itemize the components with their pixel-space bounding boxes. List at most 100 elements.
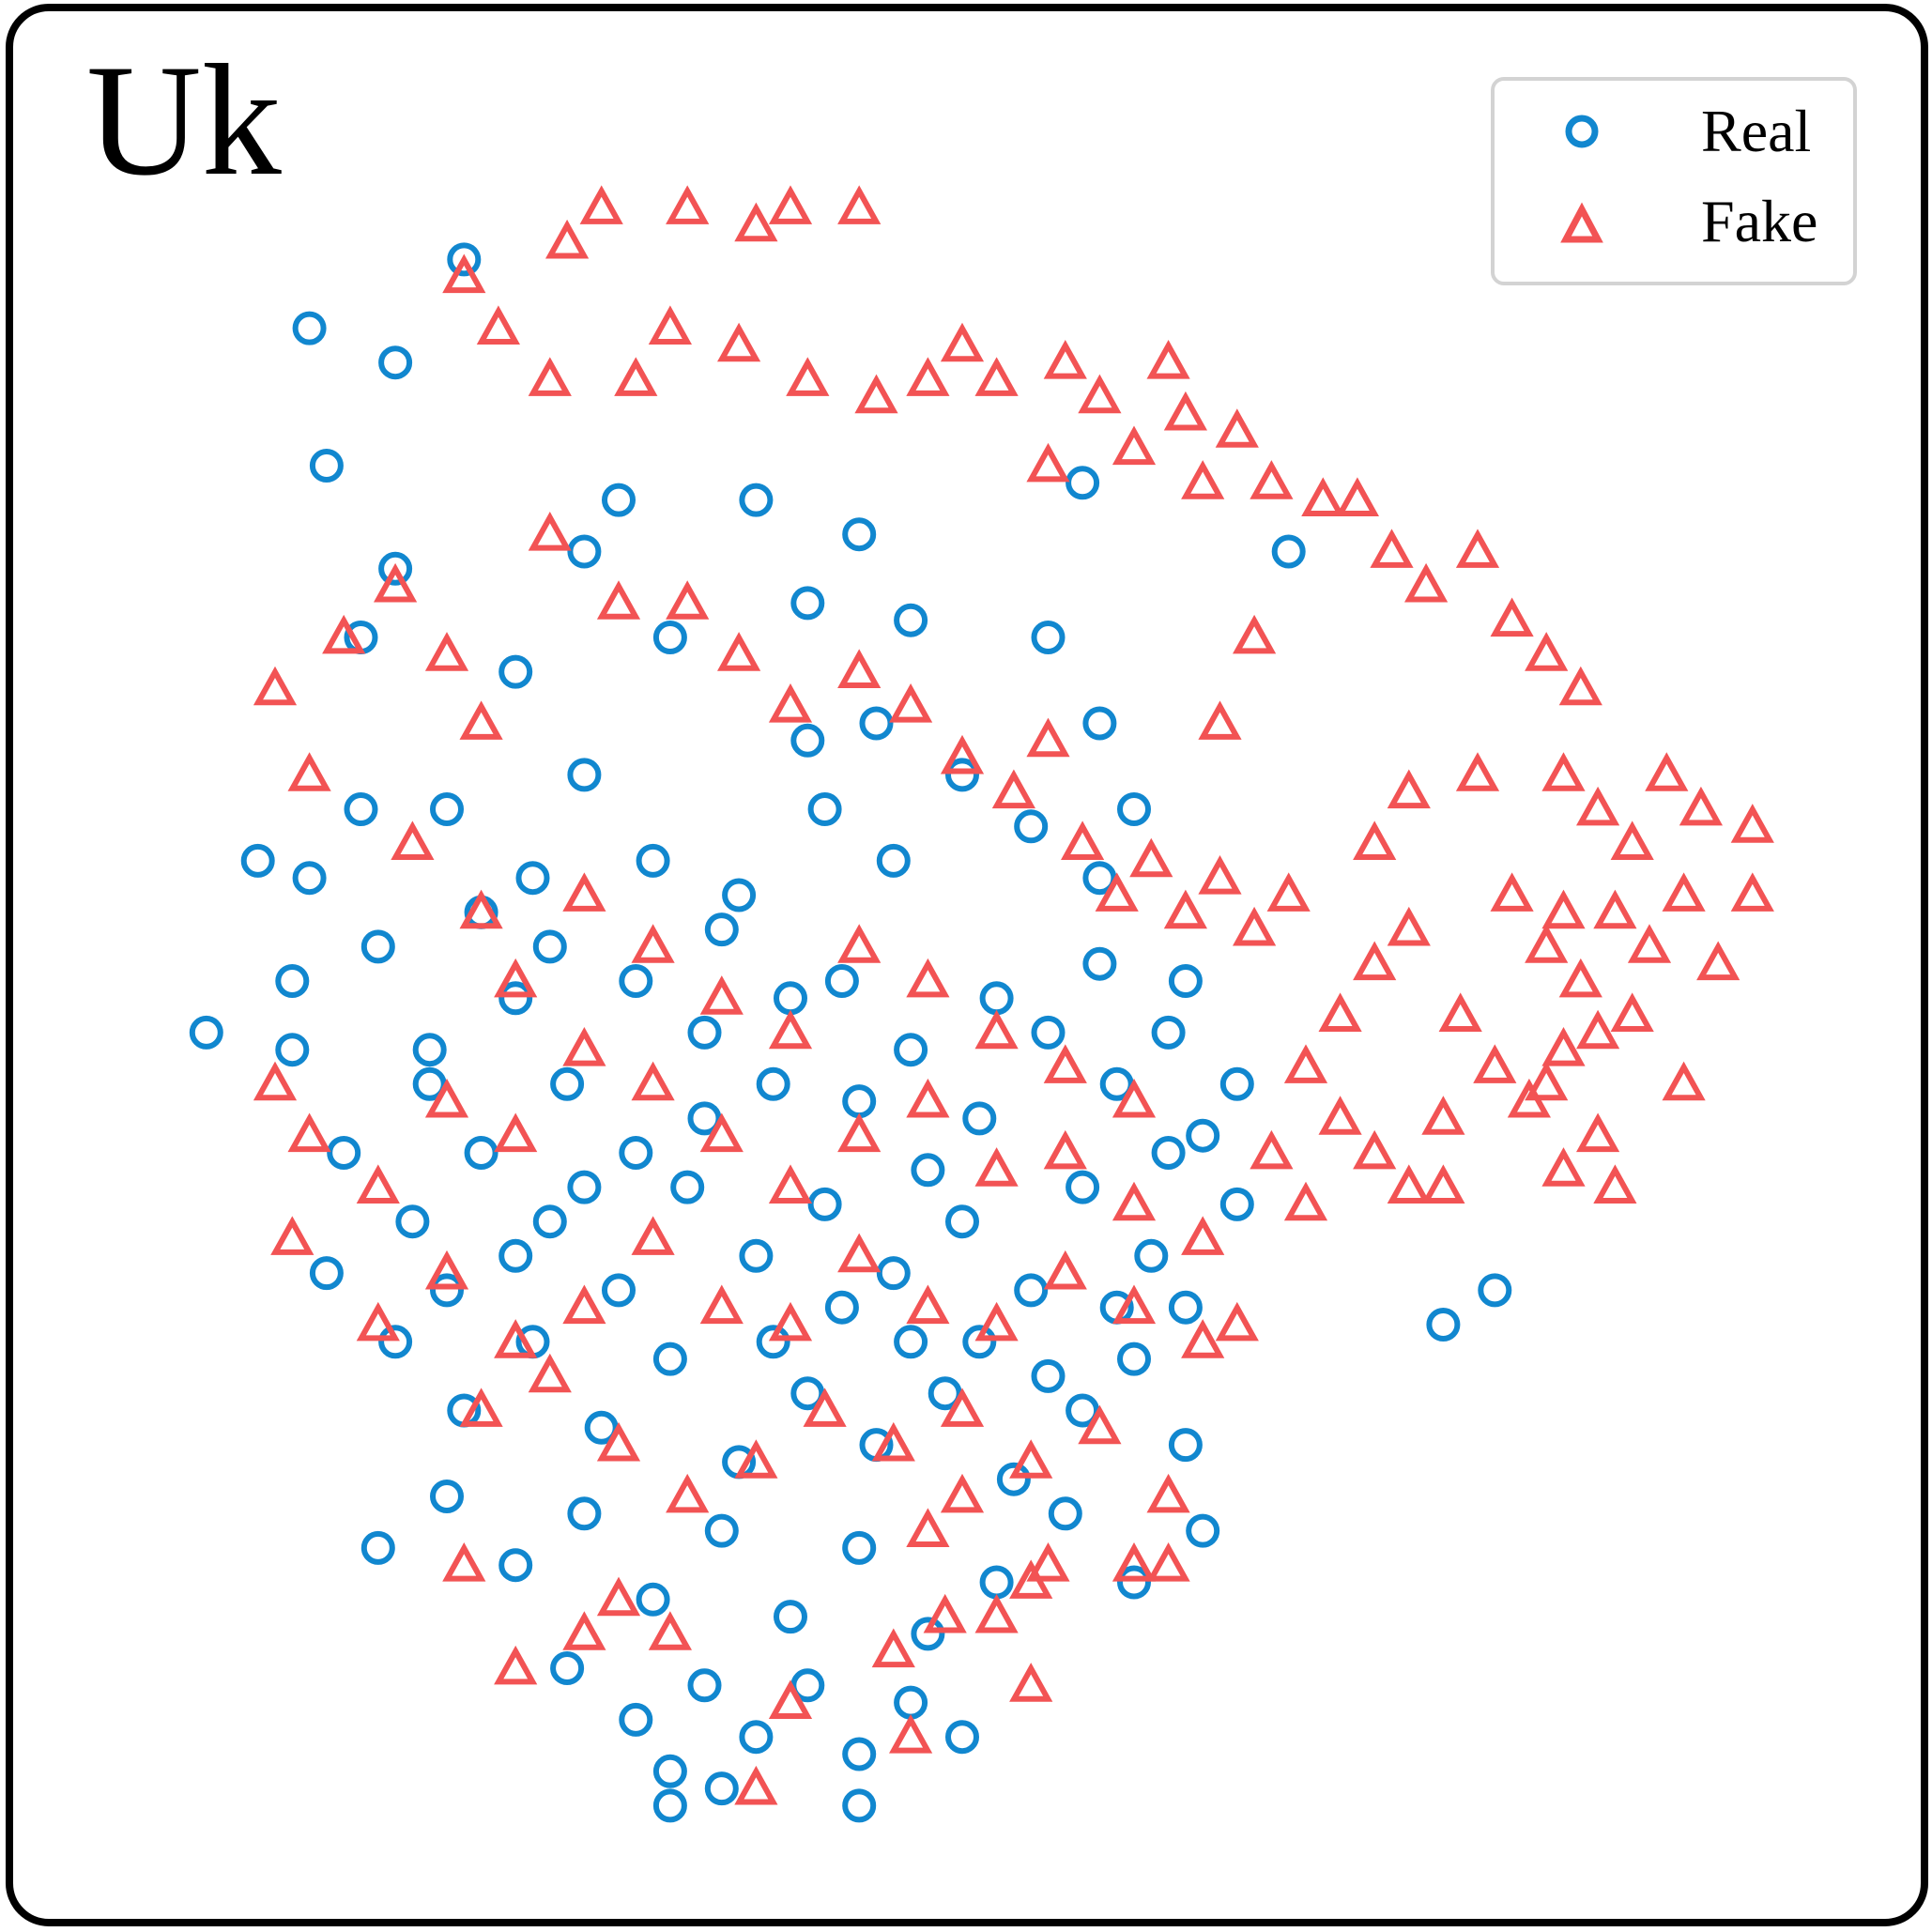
- real-point-49: [876, 1256, 911, 1291]
- real-point-69: [1168, 1428, 1203, 1463]
- real-point-19: [807, 792, 842, 826]
- fake-point-13: [854, 374, 898, 414]
- fake-point-12: [786, 357, 830, 396]
- fake-point-4: [734, 202, 778, 242]
- fake-point-135: [1146, 1542, 1190, 1582]
- fake-point-1: [545, 219, 590, 259]
- real-point-76: [774, 1600, 807, 1634]
- fake-point-116: [768, 1301, 813, 1342]
- real-point-96: [1478, 1273, 1512, 1308]
- real-point-23: [1082, 861, 1117, 896]
- fake-point-144: [871, 1628, 915, 1668]
- fake-point-112: [494, 1319, 538, 1358]
- real-point-29: [550, 1066, 585, 1101]
- fake-point-101: [699, 1112, 744, 1153]
- real-point-102: [498, 654, 533, 689]
- fake-point-88: [768, 1009, 813, 1050]
- real-point-24: [1117, 792, 1151, 826]
- real-point-99: [842, 517, 877, 552]
- real-point-114: [687, 1101, 722, 1136]
- fake-point-127: [734, 1439, 778, 1479]
- fake-point-123: [459, 1388, 503, 1427]
- fake-point-126: [666, 1473, 710, 1513]
- real-point-75: [704, 1513, 739, 1548]
- fake-point-16: [974, 357, 1019, 396]
- fake-point-73: [991, 769, 1035, 809]
- real-point-55: [1219, 1187, 1254, 1221]
- fake-point-56: [1541, 1147, 1586, 1187]
- fake-point-41: [1438, 992, 1482, 1032]
- fake-point-8: [528, 357, 572, 396]
- real-point-47: [739, 1238, 774, 1273]
- real-point-81: [1117, 1565, 1151, 1600]
- fake-point-156: [1181, 460, 1225, 499]
- fake-point-165: [1387, 769, 1431, 809]
- real-point-71: [430, 1480, 464, 1513]
- real-point-18: [722, 878, 757, 912]
- fake-point-167: [1455, 752, 1500, 791]
- real-point-11: [1082, 706, 1117, 741]
- real-point-88: [790, 1668, 825, 1703]
- real-point-93: [704, 1771, 739, 1806]
- real-point-125: [1082, 946, 1117, 981]
- fake-point-62: [374, 562, 418, 603]
- real-point-105: [704, 912, 739, 947]
- fake-point-131: [1009, 1439, 1053, 1479]
- fake-point-79: [1198, 855, 1242, 895]
- real-point-25: [275, 964, 310, 998]
- real-point-31: [687, 1015, 722, 1050]
- real-point-38: [1168, 964, 1203, 998]
- fake-point-36: [1525, 924, 1569, 963]
- real-point-36: [1031, 1015, 1066, 1050]
- fake-point-99: [562, 1027, 606, 1066]
- fake-point-68: [717, 632, 761, 671]
- real-point-56: [309, 1256, 344, 1291]
- scatter-points: [189, 185, 1774, 1823]
- fake-point-130: [940, 1388, 985, 1427]
- real-point-101: [292, 861, 327, 896]
- fake-point-27: [1490, 597, 1534, 637]
- real-point-66: [996, 1462, 1031, 1496]
- fake-point-124: [528, 1353, 572, 1393]
- real-point-26: [360, 929, 395, 964]
- legend-real-marker: [1565, 115, 1599, 148]
- real-point-10: [1031, 621, 1066, 654]
- fake-point-72: [940, 734, 985, 774]
- fake-point-20: [1215, 408, 1259, 448]
- legend-real-label: Real: [1701, 98, 1811, 164]
- real-point-70: [360, 1530, 395, 1565]
- real-point-60: [584, 1410, 619, 1445]
- fake-point-150: [442, 1542, 486, 1582]
- fake-point-32: [1610, 820, 1654, 860]
- fake-point-19: [1163, 391, 1207, 431]
- real-point-53: [1134, 1238, 1169, 1273]
- fake-point-83: [459, 889, 503, 929]
- real-point-87: [739, 1720, 774, 1755]
- real-point-51: [1014, 1273, 1049, 1308]
- real-point-42: [395, 1204, 430, 1239]
- real-point-27: [412, 1033, 447, 1067]
- fake-point-57: [1576, 1112, 1620, 1153]
- real-point-116: [824, 1290, 859, 1325]
- real-point-78: [911, 1617, 945, 1651]
- fake-point-39: [1627, 924, 1672, 963]
- fake-point-98: [494, 1112, 538, 1153]
- real-point-100: [275, 1033, 310, 1067]
- fake-point-69: [768, 683, 813, 723]
- fake-point-6: [837, 185, 882, 224]
- fake-point-52: [1318, 1096, 1362, 1135]
- fake-point-3: [666, 185, 710, 224]
- fake-point-47: [1318, 992, 1362, 1032]
- real-point-89: [842, 1737, 877, 1771]
- real-point-128: [790, 723, 825, 758]
- real-point-9: [894, 603, 928, 637]
- real-point-48: [807, 1187, 842, 1221]
- fake-point-120: [1043, 1250, 1087, 1290]
- fake-point-118: [906, 1284, 950, 1325]
- fake-point-114: [631, 1216, 675, 1255]
- real-point-77: [842, 1530, 877, 1565]
- fake-point-141: [596, 1576, 641, 1617]
- real-point-12: [344, 792, 378, 826]
- fake-point-104: [906, 1078, 950, 1118]
- real-point-86: [687, 1668, 722, 1703]
